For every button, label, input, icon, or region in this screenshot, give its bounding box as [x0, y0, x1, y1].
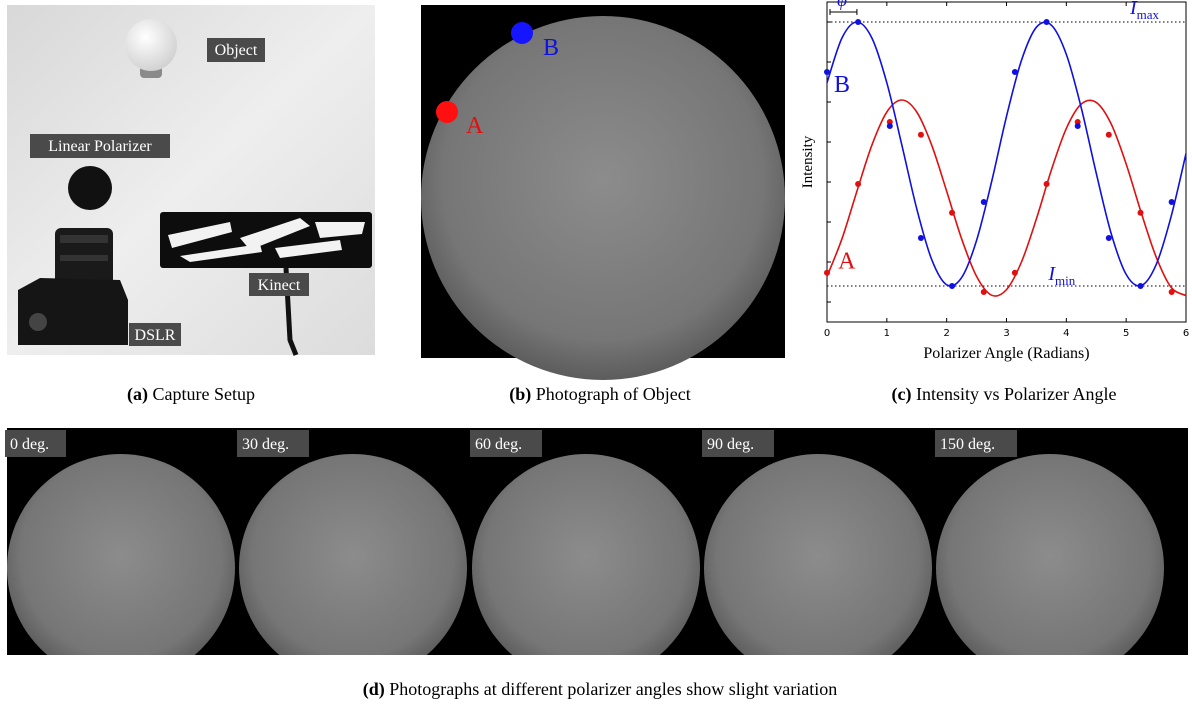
series-label: A	[838, 248, 856, 274]
angle-labels: 0 deg. 30 deg. 60 deg. 90 deg. 150 deg.	[5, 430, 1017, 457]
phase-label: φ	[837, 0, 847, 10]
caption-label: (d)	[363, 679, 385, 700]
phase-bracket	[829, 9, 858, 15]
data-point	[1105, 235, 1112, 241]
point-label: A	[466, 113, 484, 139]
label: 30 deg.	[242, 436, 289, 453]
data-point	[917, 235, 924, 241]
object-photo: A B	[421, 5, 785, 380]
data-point	[1011, 69, 1018, 75]
reference-symbol: I	[1129, 0, 1138, 19]
caption-text: Photograph of Object	[536, 384, 691, 404]
setup-photo	[7, 5, 375, 356]
fit-curve	[826, 99, 1187, 297]
x-tick-label: 6	[1183, 328, 1189, 339]
y-axis-label: Intensity	[800, 135, 816, 188]
x-axis-label: Polarizer Angle (Radians)	[923, 345, 1089, 362]
data-point	[1074, 123, 1081, 129]
setup-labels: Object Linear Polarizer Kinect DSLR	[30, 38, 309, 346]
series-label: B	[834, 72, 850, 98]
caption: (c) Intensity vs Polarizer Angle	[892, 384, 1117, 405]
caption-label: (b)	[509, 384, 531, 405]
reference-subscript: max	[1137, 7, 1160, 22]
fit-curve	[826, 21, 1187, 287]
data-point	[980, 199, 987, 205]
data-point	[1137, 209, 1144, 216]
data-point	[855, 19, 862, 25]
caption: (a) Capture Setup	[127, 384, 255, 405]
label: Object	[215, 42, 258, 59]
data-point	[949, 209, 956, 216]
label: 60 deg.	[475, 436, 522, 453]
reference-subscript: min	[1055, 273, 1076, 288]
x-tick-label: 5	[1123, 328, 1129, 339]
label: Kinect	[258, 277, 301, 294]
data-point	[1043, 181, 1050, 187]
reference-symbol: I	[1047, 263, 1056, 285]
x-tick-label: 0	[824, 328, 830, 339]
label: DSLR	[135, 327, 176, 344]
label: 0 deg.	[10, 436, 49, 453]
data-point	[949, 283, 956, 289]
point-label: B	[543, 35, 559, 61]
data-point	[1137, 283, 1144, 289]
data-point	[1168, 289, 1175, 295]
label: 150 deg.	[940, 436, 995, 453]
data-point	[824, 69, 830, 75]
plot: 0 1 2 3 4 5 6 Polarizer Angle (Radians) Intensit…	[800, 0, 1189, 362]
data-point	[1043, 19, 1050, 25]
data-point	[1011, 269, 1018, 276]
caption-text: Photographs at different polarizer angle…	[389, 679, 837, 699]
x-tick-label: 4	[1063, 328, 1069, 339]
caption: (b) Photograph of Object	[509, 384, 690, 405]
label: 90 deg.	[707, 436, 754, 453]
reference-label: Imax	[1129, 0, 1160, 22]
data-point	[855, 181, 862, 187]
data-point	[980, 289, 987, 295]
x-tick-label: 1	[884, 328, 890, 339]
caption-label: (a)	[127, 384, 148, 405]
data-point	[886, 123, 893, 129]
label: Linear Polarizer	[48, 138, 152, 155]
caption: (d) Photographs at different polarizer a…	[363, 679, 838, 700]
x-tick-label: 3	[1003, 328, 1009, 339]
data-point	[1168, 199, 1175, 205]
reference-label: Imin	[1047, 263, 1075, 288]
x-tick-label: 2	[943, 328, 949, 339]
data-point	[1105, 131, 1112, 138]
caption-text: Intensity vs Polarizer Angle	[916, 384, 1116, 404]
caption-text: Capture Setup	[153, 384, 255, 404]
data-point	[824, 269, 830, 276]
data-point	[917, 131, 924, 138]
caption-label: (c)	[892, 384, 912, 405]
angle-photos	[7, 428, 1188, 655]
